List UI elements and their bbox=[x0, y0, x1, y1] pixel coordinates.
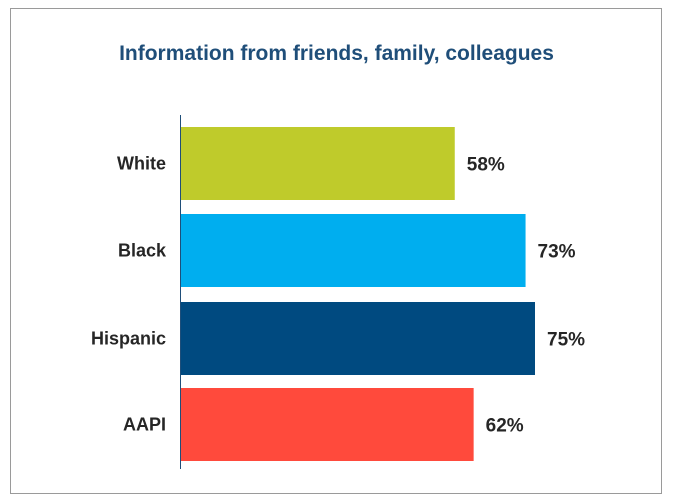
bar-white bbox=[181, 127, 455, 200]
category-label: Hispanic bbox=[91, 329, 166, 349]
value-label: 75% bbox=[547, 330, 585, 351]
bar-aapi bbox=[181, 388, 474, 461]
bar-hispanic bbox=[181, 302, 535, 375]
category-label: Black bbox=[118, 241, 167, 261]
value-label: 62% bbox=[486, 416, 524, 437]
value-label: 73% bbox=[538, 242, 576, 263]
category-label: AAPI bbox=[123, 415, 166, 435]
category-label: White bbox=[117, 154, 166, 174]
value-label: 58% bbox=[467, 155, 505, 176]
chart-title: Information from friends, family, collea… bbox=[119, 42, 554, 65]
bar-black bbox=[181, 214, 526, 287]
